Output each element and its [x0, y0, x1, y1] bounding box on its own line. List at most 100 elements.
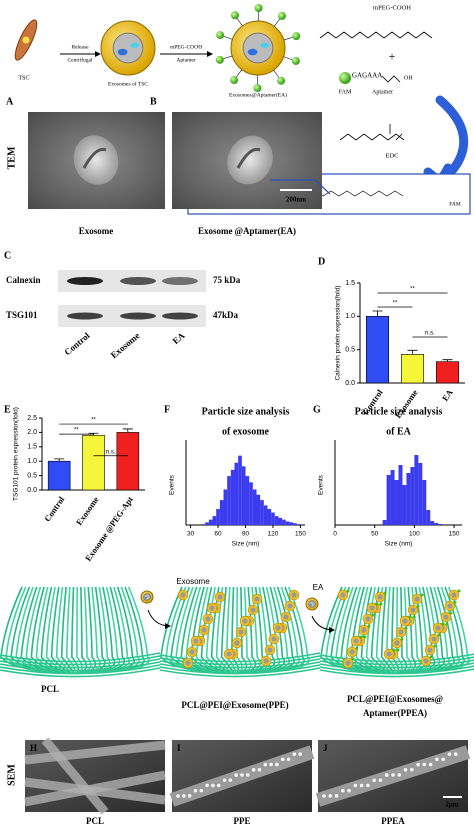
sem-particle: [359, 783, 364, 788]
dye-dot: [449, 611, 453, 615]
cell-nucleus: [22, 36, 30, 44]
histogram-bar: [271, 512, 275, 525]
x-tick-label: 0: [333, 531, 337, 538]
histogram-bar: [234, 462, 239, 525]
y-tick-label: 1.5: [27, 444, 37, 451]
exosome-dot-core: [263, 658, 269, 664]
blot-band: [162, 312, 198, 320]
bar: [116, 432, 140, 491]
exosome-dot-core: [287, 603, 293, 609]
dye-dot: [445, 622, 449, 626]
sem-fiber: [24, 770, 166, 807]
panel-letter: D: [318, 256, 325, 267]
histogram-bar: [438, 524, 443, 525]
exosome-dot-core: [369, 605, 375, 611]
chart-title: Particle size analysis: [355, 406, 443, 417]
exosome-dot-core: [267, 647, 273, 653]
histogram-bar: [260, 500, 264, 525]
histogram-bar: [256, 494, 261, 525]
panel-letter: H: [30, 743, 37, 753]
dye-ball: [230, 76, 239, 85]
sem-particle: [453, 752, 458, 756]
dye-dot: [371, 613, 375, 617]
exosome-dot-core: [254, 596, 260, 602]
dye-ball: [215, 55, 224, 64]
error-bar: [54, 458, 65, 462]
fiber: [0, 661, 161, 672]
label: FAM: [339, 89, 352, 95]
sig-label: **: [393, 301, 398, 307]
panel-letter: C: [4, 250, 11, 261]
caption: PCL: [86, 816, 104, 826]
exosome-dot-core: [234, 640, 240, 646]
label: PCL@PEI@Exosomes@: [347, 694, 443, 704]
label: Aptamer: [176, 57, 195, 63]
dye-dot: [396, 648, 400, 652]
histogram-bar: [252, 489, 257, 525]
histogram-bar: [402, 485, 407, 525]
x-tick-label: Control: [42, 494, 67, 523]
error-bar: [122, 428, 133, 433]
sem-particle: [435, 757, 439, 762]
x-tick-label: 50: [371, 531, 379, 538]
sem-particle: [334, 794, 339, 798]
fiber: [159, 664, 321, 675]
sig-label: **: [91, 418, 96, 424]
sem-particle: [222, 778, 227, 783]
exosome-dot-core: [353, 638, 359, 644]
label: 75 kDa: [213, 275, 241, 285]
y-tick-label: 1.5: [345, 280, 355, 287]
bar: [435, 361, 459, 384]
dye-ball: [254, 4, 263, 13]
sem-particle: [211, 783, 215, 788]
sem-particle: [246, 773, 250, 777]
label: 47kDa: [213, 310, 239, 320]
chem-bond: [381, 75, 401, 83]
dye-dot: [359, 635, 363, 639]
histogram-bar: [230, 469, 235, 525]
exosome-dot-core: [193, 638, 199, 644]
exosome-dot-core: [410, 607, 416, 613]
dye-ball: [292, 32, 301, 41]
dye-dot: [433, 644, 437, 648]
fiber: [55, 586, 73, 674]
fiber: [0, 658, 161, 669]
label: EA: [171, 330, 187, 346]
exosome-dot-core: [443, 614, 449, 620]
panel-letter: G: [313, 404, 321, 415]
sem-particle: [422, 762, 427, 767]
dye-dot: [351, 657, 355, 661]
exosome-dot-core: [365, 616, 371, 622]
sem-particle: [410, 767, 414, 772]
fiber: [65, 586, 77, 674]
caption: PPEA: [381, 816, 405, 826]
sem-particle: [391, 773, 395, 777]
histogram-bar: [406, 473, 411, 525]
sem-particle: [403, 768, 408, 772]
sem-particle: [441, 757, 445, 762]
y-tick-label: 2.0: [27, 429, 37, 436]
exosome-dot-core: [345, 660, 351, 666]
dye-dot: [412, 615, 416, 619]
exosome-cargo: [147, 595, 150, 598]
dye-dot: [400, 637, 404, 641]
vesicle-fold: [236, 147, 261, 169]
x-tick-label: 120: [268, 531, 279, 538]
y-tick-label: 1.0: [345, 313, 355, 320]
dye-dot: [420, 593, 424, 597]
exosome-core: [112, 32, 144, 64]
fiber: [319, 668, 474, 678]
histogram-bar: [208, 519, 213, 525]
histogram-bar: [394, 480, 399, 525]
exosome-cargo: [144, 597, 147, 599]
exosome-dot-core: [377, 594, 383, 600]
x-tick-label: EA: [440, 387, 455, 403]
histogram-bar: [205, 522, 209, 525]
blot-band: [120, 312, 156, 320]
y-tick-label: 0.5: [27, 472, 37, 479]
sem-fiber: [41, 737, 109, 815]
exosome-cargo: [130, 42, 139, 48]
dye-dot: [441, 622, 445, 626]
dye-ball: [339, 72, 351, 84]
dye-ball: [230, 11, 239, 20]
